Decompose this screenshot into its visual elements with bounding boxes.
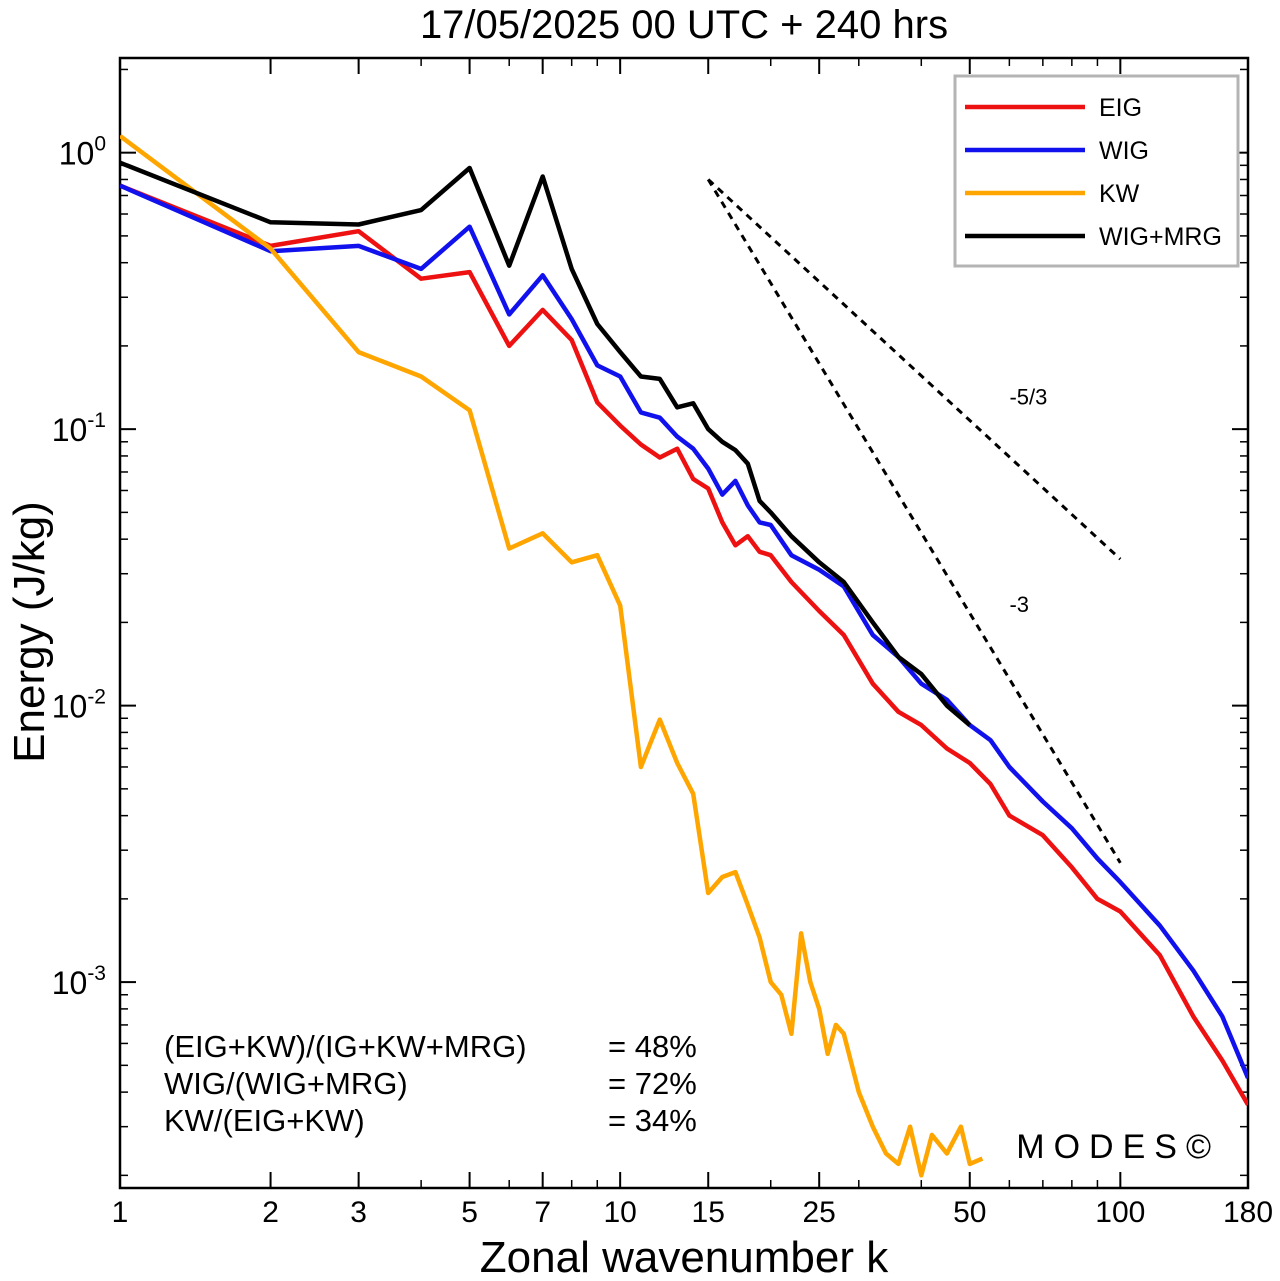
y-tick-label: 10-2 — [52, 686, 106, 725]
legend: EIG WIG KW WIG+MRG — [953, 74, 1240, 268]
plot-area: 1 2 3 5 7 10 15 25 50 100 180 100 10-1 10-2 10-3 -5/3 -3… — [52, 56, 1273, 1229]
x-tick-label: 10 — [603, 1196, 636, 1229]
x-tick-label: 1 — [112, 1196, 129, 1229]
reference-line — [706, 178, 1122, 864]
ratio-annotation-value: = 72% — [608, 1066, 697, 1101]
ratio-annotation-value: = 34% — [608, 1103, 697, 1138]
legend-label: EIG — [1099, 94, 1142, 122]
ratio-annotation-label: (EIG+KW)/(IG+KW+MRG) — [164, 1029, 527, 1064]
ratio-annotation-value: = 48% — [608, 1029, 697, 1064]
y-tick-label: 100 — [59, 133, 106, 172]
series-line — [120, 183, 1248, 1079]
reference-line-label: -3 — [1009, 592, 1029, 617]
x-tick-label: 100 — [1095, 1196, 1145, 1229]
x-tick-label: 7 — [534, 1196, 551, 1229]
series-line — [120, 183, 1248, 1106]
legend-label: WIG — [1099, 137, 1149, 165]
x-tick-label: 15 — [692, 1196, 725, 1229]
series-line — [120, 134, 984, 1178]
ratio-annotation-label: KW/(EIG+KW) — [164, 1103, 365, 1138]
x-tick-label: 2 — [262, 1196, 279, 1229]
y-tick-label: 10-1 — [52, 409, 106, 448]
reference-line-label: -5/3 — [1009, 384, 1047, 409]
y-tick-label: 10-3 — [52, 962, 106, 1001]
x-axis-label: Zonal wavenumber k — [480, 1233, 889, 1281]
x-tick-label: 5 — [461, 1196, 478, 1229]
series-line — [120, 160, 972, 727]
ratio-annotation-label: WIG/(WIG+MRG) — [164, 1066, 408, 1101]
x-tick-label: 180 — [1223, 1196, 1273, 1229]
reference-line — [707, 178, 1122, 561]
x-tick-label: 25 — [803, 1196, 836, 1229]
x-tick-label: 50 — [953, 1196, 986, 1229]
legend-label: KW — [1099, 180, 1140, 208]
watermark: MODES© — [1016, 1128, 1220, 1166]
y-axis-label: Energy (J/kg) — [5, 501, 54, 763]
chart-title: 17/05/2025 00 UTC + 240 hrs — [420, 3, 948, 47]
x-tick-label: 3 — [350, 1196, 367, 1229]
legend-label: WIG+MRG — [1099, 223, 1222, 251]
